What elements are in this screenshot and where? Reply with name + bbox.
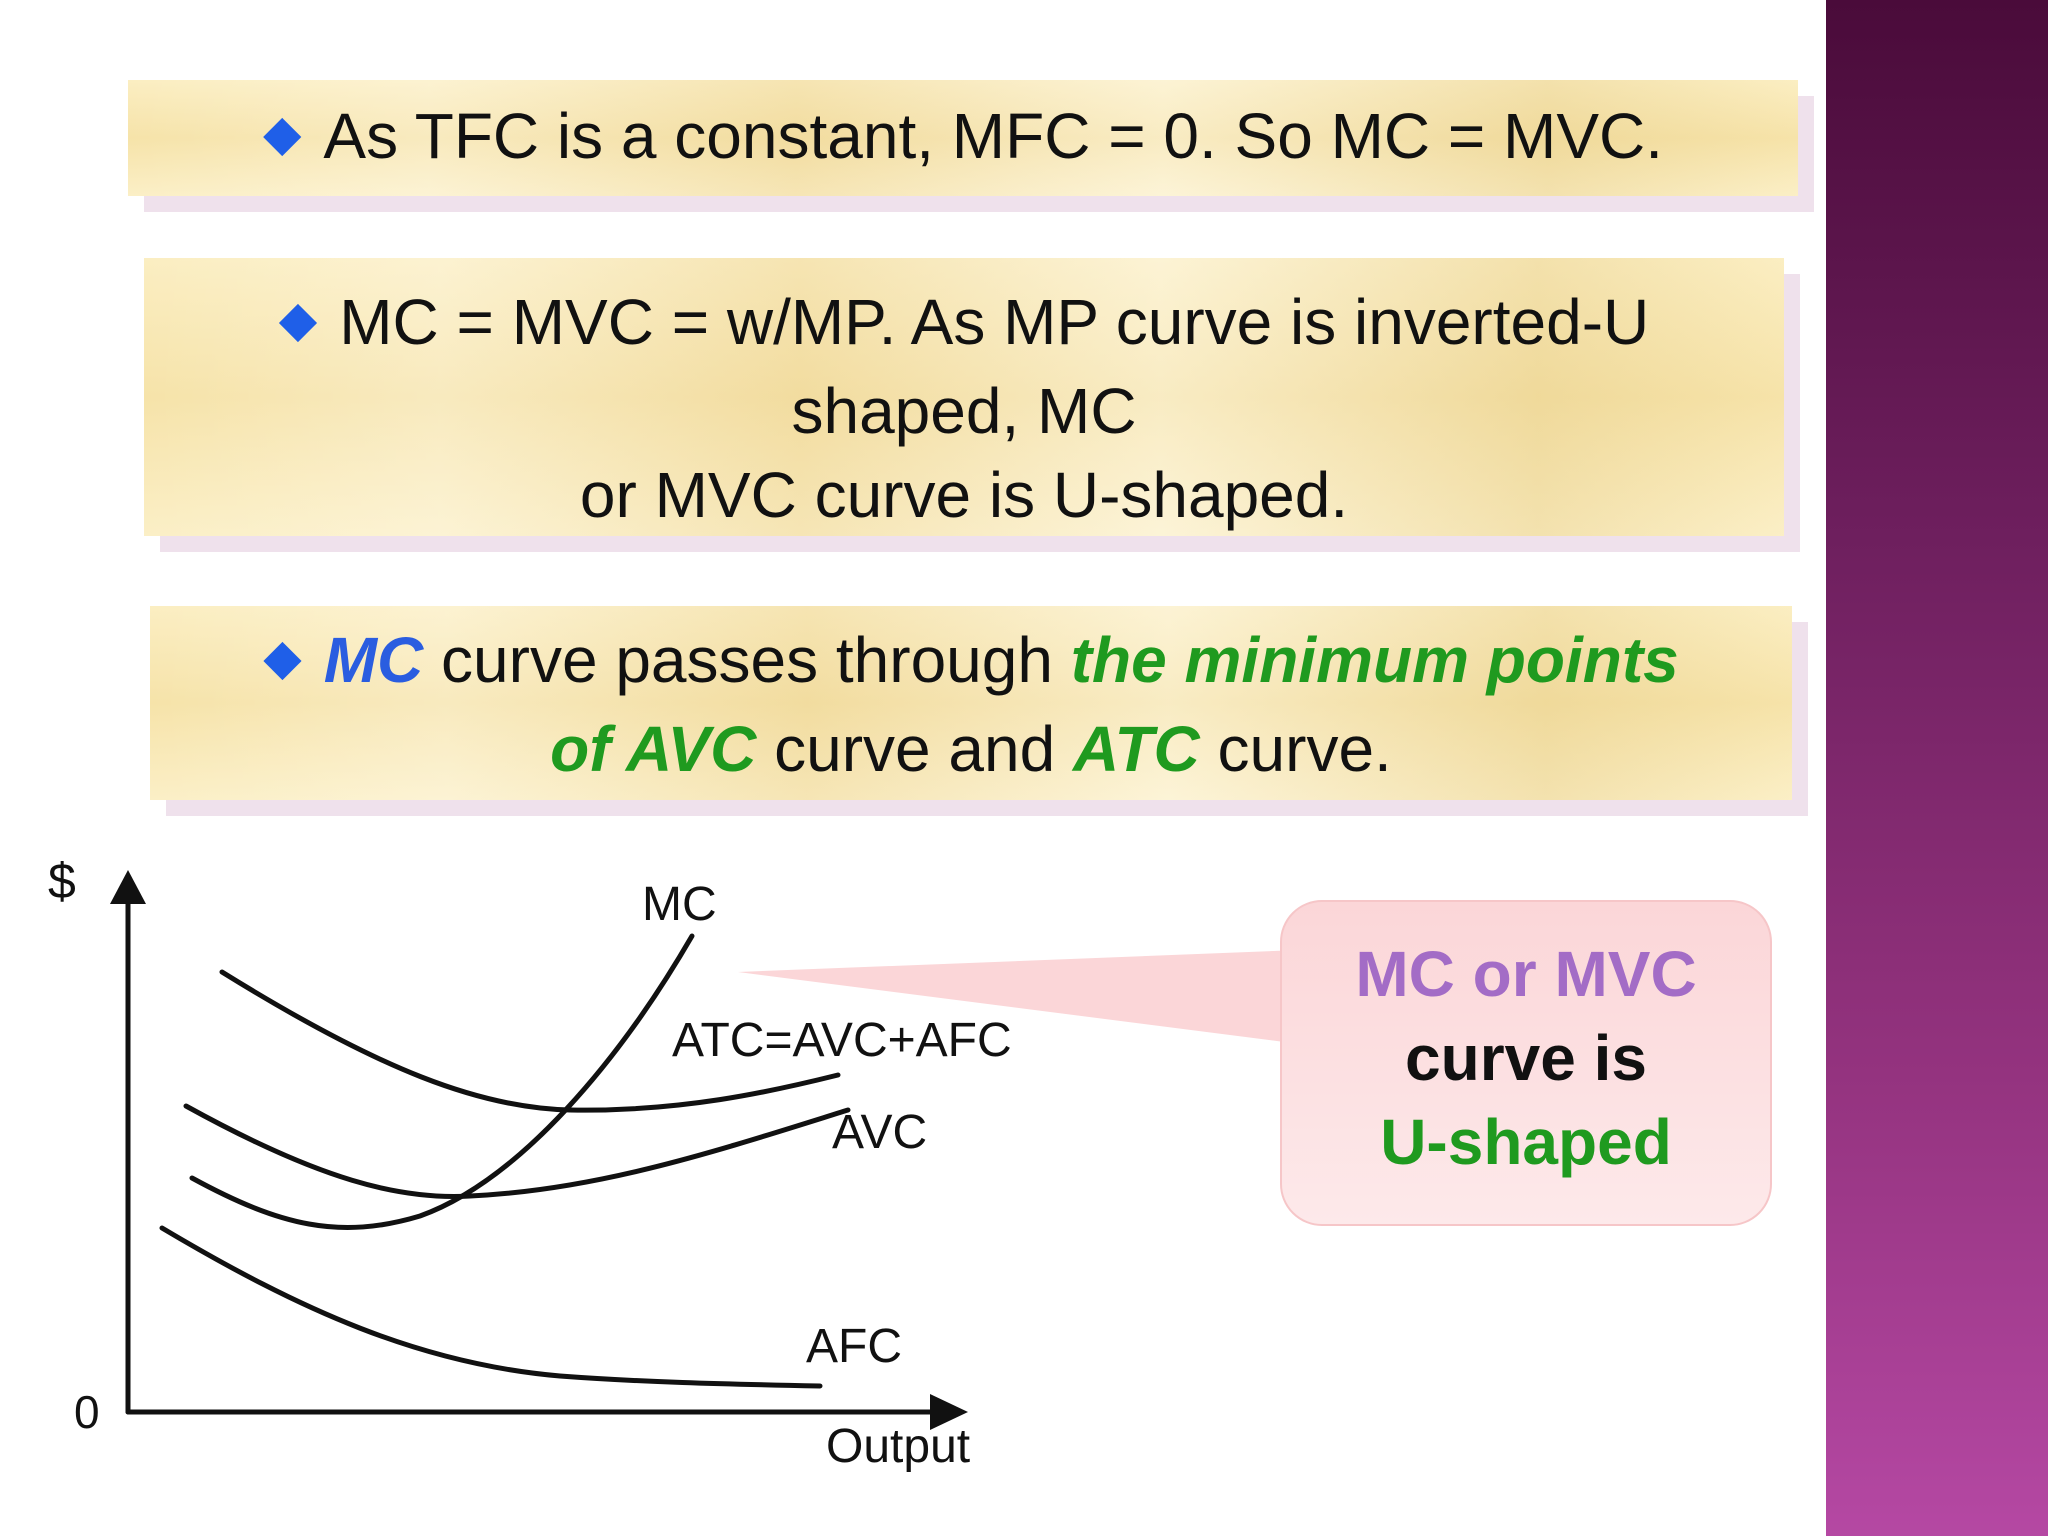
origin-label: 0 [74, 1386, 100, 1438]
note-tfc-constant: ◆ As TFC is a constant, MFC = 0. So MC = … [128, 80, 1798, 196]
note-line: of AVC curve and ATC curve. [150, 707, 1792, 791]
callout-pointer [738, 950, 1300, 1044]
atc-curve-label: ATC=AVC+AFC [672, 1014, 1012, 1067]
afc-curve-label: AFC [806, 1320, 902, 1373]
note-mc-mvc: ◆ MC = MVC = w/MP. As MP curve is inverte… [144, 258, 1784, 536]
note-text: As TFC is a constant, MFC = 0. So MC = M… [323, 100, 1664, 172]
diamond-bullet-icon: ◆ [262, 105, 302, 161]
note-line: shaped, MC [791, 375, 1137, 447]
x-axis-arrow-icon [930, 1394, 968, 1430]
diamond-bullet-icon: ◆ [263, 629, 302, 685]
diamond-bullet-icon: ◆ [278, 291, 318, 347]
note-text: curve passes through [423, 624, 1071, 696]
note-line: or MVC curve is U-shaped. [579, 459, 1349, 531]
avc-curve-label: AVC [832, 1106, 927, 1159]
callout-line-2: curve is [1405, 1022, 1647, 1094]
decorative-sidebar [1826, 0, 2048, 1536]
mc-emphasis: MC [323, 624, 424, 696]
note-text: MC = MVC = w/MP. As MP curve is inverted… [339, 286, 1650, 358]
mc-curve [189, 933, 695, 1230]
avc-curve [183, 1103, 851, 1199]
afc-curve [159, 1225, 823, 1389]
mc-curve-label: MC [642, 878, 717, 931]
min-points-emphasis: the minimum points [1070, 624, 1679, 696]
y-axis-arrow-icon [110, 870, 146, 904]
note-line: ◆ MC curve passes through the minimum poi… [150, 618, 1792, 707]
u-shaped-callout: MC or MVC curve is U-shaped [1280, 900, 1772, 1226]
note-mc-minimum-points: ◆ MC curve passes through the minimum poi… [150, 606, 1792, 800]
y-axis-label: $ [48, 853, 76, 909]
atc-emphasis: ATC [1072, 713, 1200, 785]
x-axis-label: Output [826, 1420, 970, 1473]
note-text: curve and [756, 713, 1073, 785]
note-line: ◆ As TFC is a constant, MFC = 0. So MC = … [128, 94, 1798, 183]
of-avc-emphasis: of AVC [550, 713, 757, 785]
cost-curves-diagram: $ 0 Output MC ATC=AVC+AFC AVC AFC [48, 853, 1012, 1473]
note-line: ◆ MC = MVC = w/MP. As MP curve is inverte… [144, 280, 1784, 369]
note-text: curve. [1199, 713, 1392, 785]
callout-line-3: U-shaped [1380, 1106, 1672, 1178]
callout-line-1: MC or MVC [1355, 938, 1697, 1010]
